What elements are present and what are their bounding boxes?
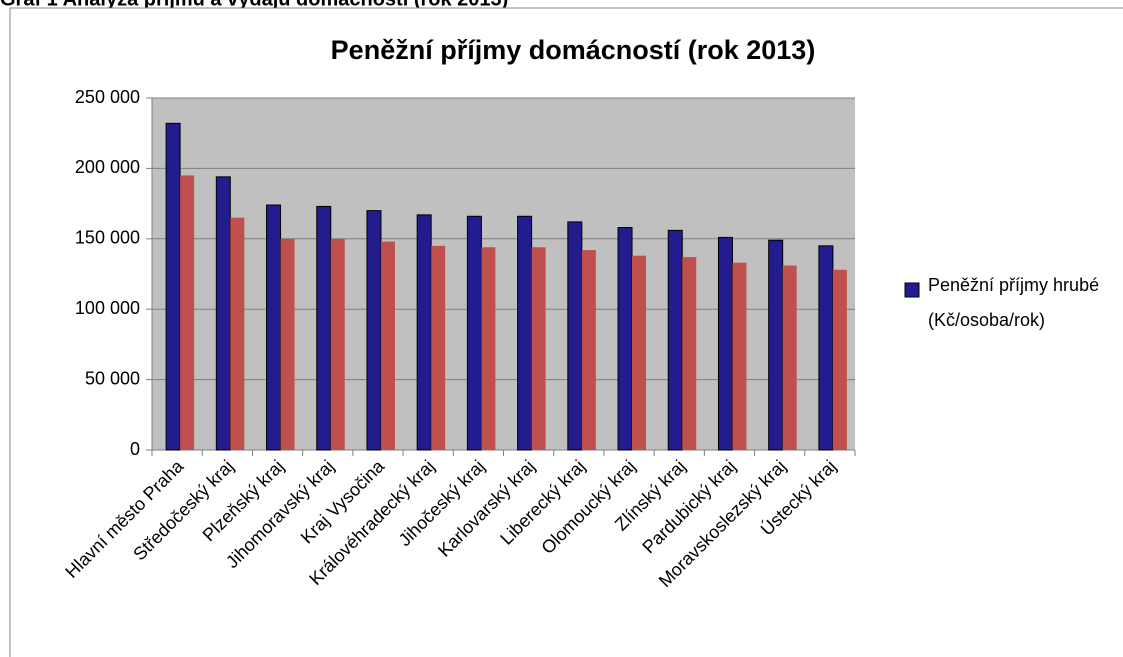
- bar: [617, 227, 633, 451]
- bar: [832, 269, 847, 450]
- bar: [431, 245, 446, 450]
- bar: [416, 214, 432, 451]
- chart-title: Peněžní příjmy domácností (rok 2013): [331, 35, 816, 65]
- bar: [782, 265, 797, 450]
- y-tick-label: 100 000: [75, 298, 140, 318]
- bar: [531, 247, 546, 450]
- y-tick-label: 200 000: [75, 157, 140, 177]
- bar: [667, 229, 683, 451]
- y-tick-label: 150 000: [75, 228, 140, 248]
- bar: [567, 221, 583, 451]
- bar: [330, 238, 345, 450]
- bar: [180, 175, 195, 450]
- bar: [230, 217, 245, 450]
- bar: [466, 215, 482, 451]
- y-tick-label: 250 000: [75, 87, 140, 107]
- bar: [768, 239, 784, 451]
- bar: [732, 262, 747, 450]
- bar: [717, 236, 733, 451]
- bar: [818, 245, 834, 451]
- bar: [481, 247, 496, 450]
- legend-label: Peněžní příjmy hrubé (Kč/osoba/rok): [928, 275, 1100, 330]
- bar: [632, 255, 647, 450]
- y-tick-label: 50 000: [85, 368, 140, 388]
- y-tick-label: 0: [130, 439, 140, 459]
- bar: [581, 250, 596, 450]
- bar: [215, 176, 231, 451]
- bar: [266, 204, 282, 451]
- bar: [380, 241, 395, 450]
- bar: [280, 238, 295, 450]
- bar: [316, 205, 332, 451]
- bar: [682, 257, 697, 450]
- bar: [366, 210, 382, 451]
- bar: [165, 122, 181, 451]
- caption: Graf 1 Analýza příjmů a výdajů domácnost…: [0, 0, 508, 10]
- plot-area: [152, 98, 855, 450]
- legend-swatch: [904, 282, 920, 298]
- bar: [517, 215, 533, 451]
